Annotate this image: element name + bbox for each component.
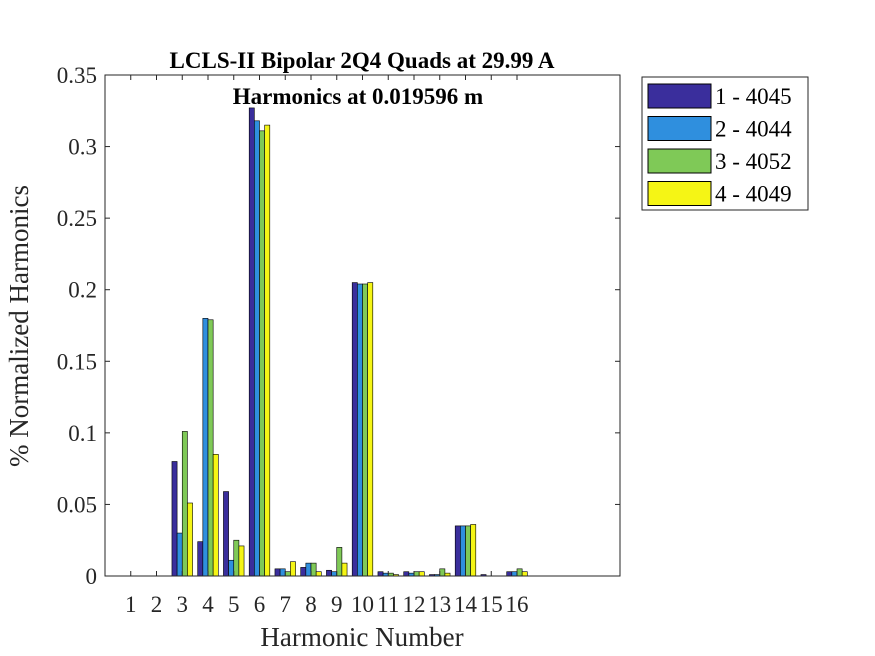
bar-h10-s1 (351, 282, 358, 577)
x-tick-label: 2 (151, 592, 163, 617)
bar-h5-s3 (233, 539, 240, 577)
bar-h8-s2 (305, 562, 312, 577)
x-tick-label: 16 (506, 592, 529, 617)
bar-h10-s3 (362, 283, 368, 577)
bar-h3-s4 (187, 502, 193, 577)
y-tick-label: 0.35 (57, 63, 97, 88)
bar-h12-s1 (403, 571, 410, 577)
bar-h8-s1 (300, 567, 307, 577)
legend: 1 - 4045 2 - 4044 3 - 4052 4 - 4049 (641, 76, 809, 211)
bar-h10-s2 (357, 283, 363, 577)
x-tick-label: 15 (480, 592, 503, 617)
bar-h8-s3 (310, 562, 317, 577)
bar-h16-s1 (506, 571, 513, 577)
bar-h12-s4 (418, 571, 425, 577)
y-tick-label: 0.2 (68, 278, 97, 303)
bar-h14-s4 (470, 524, 477, 577)
y-tick-label: 0.15 (57, 349, 97, 374)
bar-h16-s4 (521, 571, 528, 577)
bar-h4-s2 (202, 318, 209, 577)
y-tick-label: 0 (86, 564, 98, 589)
legend-swatch (647, 181, 712, 206)
bar-h4-s4 (212, 454, 219, 577)
bar-h12-s3 (413, 571, 420, 577)
bar-h9-s4 (341, 562, 348, 577)
x-tick-label: 6 (254, 592, 266, 617)
bar-h7-s1 (274, 568, 281, 577)
bar-h14-s2 (460, 525, 466, 577)
chart-title: LCLS-II Bipolar 2Q4 Quads at 29.99 A (170, 48, 555, 73)
y-tick-label: 0.1 (68, 421, 97, 446)
x-tick-label: 10 (351, 592, 374, 617)
bar-h5-s2 (228, 559, 235, 577)
x-tick-label: 8 (305, 592, 317, 617)
y-tick-label: 0.05 (57, 492, 97, 517)
legend-label: 4 - 4049 (715, 182, 792, 207)
bar-h4-s1 (197, 541, 204, 577)
bar-h14-s3 (465, 525, 471, 577)
bar-h7-s3 (284, 571, 291, 577)
x-tick-label: 4 (202, 592, 214, 617)
x-tick-label: 11 (377, 592, 399, 617)
bar-h11-s1 (377, 571, 384, 577)
y-axis-label: % Normalized Harmonics (4, 185, 34, 467)
bar-h13-s3 (439, 568, 446, 577)
y-tick-label: 0.25 (57, 206, 97, 231)
x-tick-label: 7 (280, 592, 292, 617)
legend-swatch (647, 83, 712, 109)
bar-h5-s4 (238, 545, 245, 577)
bar-h5-s1 (223, 491, 229, 577)
bar-h14-s1 (454, 525, 461, 577)
bar-h7-s4 (290, 561, 296, 577)
legend-swatch (647, 148, 712, 174)
bar-h8-s4 (315, 571, 322, 577)
bar-h9-s1 (326, 569, 332, 577)
y-tick-label: 0.3 (68, 135, 97, 160)
bar-h16-s2 (511, 571, 518, 577)
x-axis-label: Harmonic Number (260, 622, 463, 652)
x-tick-label: 14 (454, 592, 478, 617)
bar-h9-s2 (331, 571, 338, 577)
bar-h9-s3 (336, 547, 343, 577)
ticks-group: 00.050.10.150.20.250.30.351 2 3 4 5 6 7 8 9 10 11 1… (57, 63, 620, 617)
bar-h4-s3 (207, 319, 214, 577)
legend-label: 1 - 4045 (715, 84, 792, 109)
bar-h6-s2 (254, 120, 260, 577)
bars-group (171, 107, 528, 577)
chart-subtitle: Harmonics at 0.019596 m (233, 84, 483, 109)
bar-h6-s3 (259, 130, 265, 577)
x-tick-label: 13 (428, 592, 451, 617)
bar-h6-s4 (264, 124, 271, 577)
x-tick-label: 9 (331, 592, 343, 617)
legend-swatch (647, 116, 712, 141)
bar-h3-s3 (181, 431, 188, 577)
x-tick-label: 3 (177, 592, 189, 617)
bar-h7-s2 (279, 568, 286, 577)
x-tick-label: 12 (403, 592, 426, 617)
x-tick-label: 1 (125, 592, 137, 617)
bar-h10-s4 (367, 282, 374, 577)
legend-label: 3 - 4052 (715, 149, 792, 174)
x-tick-label: 5 (228, 592, 240, 617)
bar-h16-s3 (516, 568, 523, 577)
bar-h3-s2 (176, 532, 183, 577)
legend-label: 2 - 4044 (715, 117, 792, 142)
bar-h6-s1 (248, 107, 255, 577)
bar-h3-s1 (171, 461, 178, 577)
